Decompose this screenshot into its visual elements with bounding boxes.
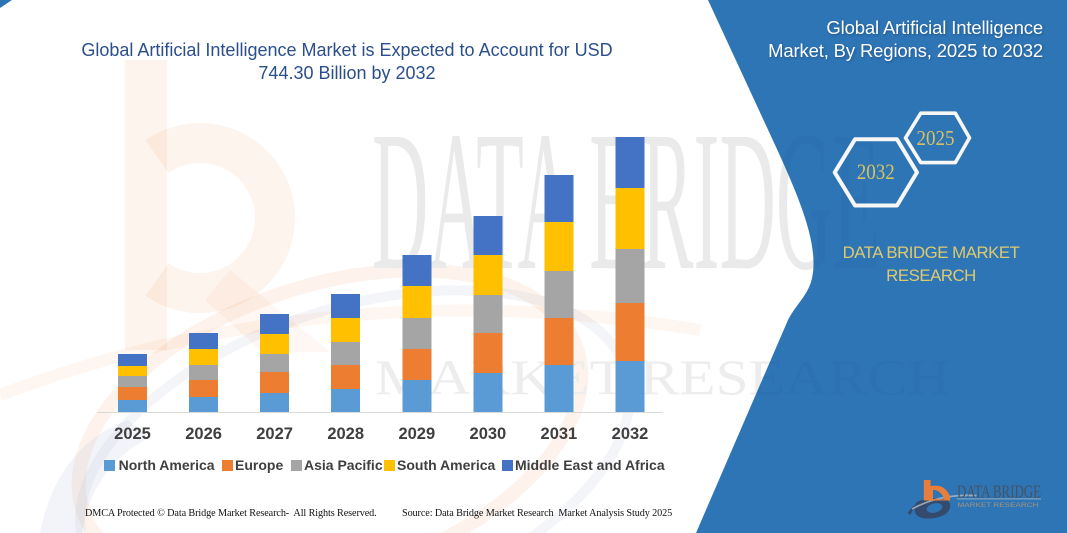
svg-text:2032: 2032 (857, 159, 895, 184)
svg-text:2025: 2025 (917, 126, 955, 150)
svg-text:DATA BRIDGE: DATA BRIDGE (957, 481, 1041, 501)
svg-text:MARKET RESEARCH: MARKET RESEARCH (958, 502, 1039, 509)
